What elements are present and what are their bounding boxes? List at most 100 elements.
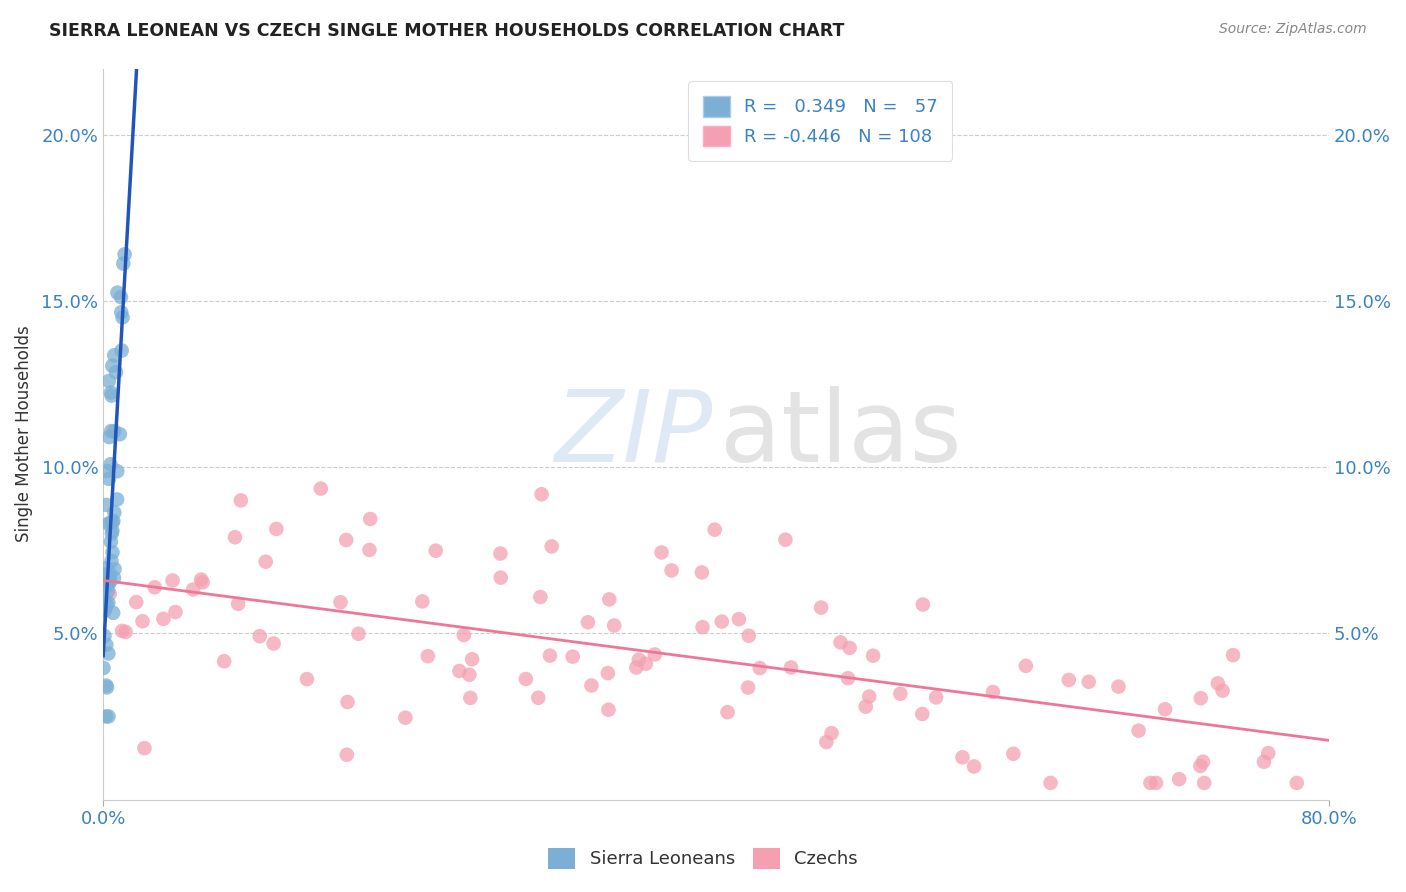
Point (1168, 772, 1191, 786)
Point (738, 629, 761, 643)
Point (489, 547, 512, 561)
Point (1285, 776, 1308, 790)
Point (101, 526, 124, 541)
Point (336, 695, 359, 709)
Point (94, 580, 117, 594)
Point (263, 636, 285, 650)
Point (1128, 723, 1150, 738)
Text: atlas: atlas (720, 385, 962, 483)
Legend: R =   0.349   N =   57, R = -0.446   N = 108: R = 0.349 N = 57, R = -0.446 N = 108 (688, 81, 952, 161)
Point (98, 570, 121, 584)
Point (101, 515, 124, 529)
Point (295, 672, 318, 686)
Point (105, 365, 128, 379)
Point (103, 606, 125, 620)
Point (748, 661, 770, 675)
Point (191, 575, 214, 590)
Point (576, 615, 599, 630)
Point (96, 638, 118, 652)
Point (97, 647, 120, 661)
Point (461, 652, 484, 666)
Point (97, 709, 120, 723)
Point (538, 648, 561, 663)
Point (96, 681, 118, 695)
Point (603, 618, 626, 632)
Point (530, 487, 553, 501)
Point (98, 516, 121, 530)
Point (858, 690, 880, 704)
Point (889, 687, 911, 701)
Point (98, 574, 121, 589)
Point (93, 661, 115, 675)
Point (93, 593, 115, 607)
Point (103, 506, 125, 520)
Point (911, 598, 934, 612)
Point (110, 290, 132, 304)
Point (527, 690, 550, 705)
Point (820, 726, 842, 740)
Point (780, 660, 803, 674)
Point (598, 592, 620, 607)
Point (598, 703, 620, 717)
Point (100, 389, 122, 403)
Point (815, 735, 838, 749)
Point (411, 594, 433, 608)
Point (737, 681, 759, 695)
Point (97, 584, 120, 599)
Point (963, 759, 986, 773)
Point (229, 493, 252, 508)
Point (134, 741, 156, 756)
Point (838, 640, 860, 655)
Point (911, 706, 934, 721)
Point (1039, 776, 1062, 790)
Point (1144, 776, 1167, 790)
Point (710, 615, 733, 629)
Point (93, 604, 115, 618)
Point (1253, 755, 1275, 769)
Point (100, 457, 122, 471)
Point (394, 711, 416, 725)
Point (728, 612, 751, 626)
Point (165, 605, 187, 619)
Point (347, 626, 370, 640)
Point (716, 705, 738, 719)
Point (125, 595, 148, 609)
Point (703, 523, 725, 537)
Point (644, 648, 666, 662)
Point (212, 654, 235, 668)
Point (1057, 673, 1080, 687)
Point (181, 582, 204, 597)
Point (93, 629, 115, 643)
Point (449, 664, 471, 678)
Point (96, 568, 118, 582)
Point (458, 667, 481, 681)
Point (103, 514, 125, 528)
Point (108, 427, 131, 442)
Point (596, 666, 619, 681)
Text: SIERRA LEONEAN VS CZECH SINGLE MOTHER HOUSEHOLDS CORRELATION CHART: SIERRA LEONEAN VS CZECH SINGLE MOTHER HO… (49, 22, 845, 40)
Point (114, 247, 136, 261)
Point (131, 614, 153, 628)
Text: ZIP: ZIP (554, 385, 713, 483)
Point (489, 571, 512, 585)
Point (97, 472, 120, 486)
Point (830, 635, 852, 649)
Point (453, 628, 475, 642)
Point (925, 690, 948, 705)
Point (1154, 702, 1177, 716)
Point (110, 305, 132, 319)
Point (152, 612, 174, 626)
Legend: Sierra Leoneans, Czechs: Sierra Leoneans, Czechs (541, 840, 865, 876)
Point (1189, 691, 1212, 706)
Point (103, 562, 125, 576)
Point (226, 597, 249, 611)
Point (266, 522, 288, 536)
Point (111, 624, 134, 638)
Point (1139, 776, 1161, 790)
Point (94, 561, 117, 575)
Point (97, 374, 120, 388)
Point (1189, 759, 1212, 773)
Point (98, 576, 121, 591)
Point (94, 602, 117, 616)
Point (96, 679, 118, 693)
